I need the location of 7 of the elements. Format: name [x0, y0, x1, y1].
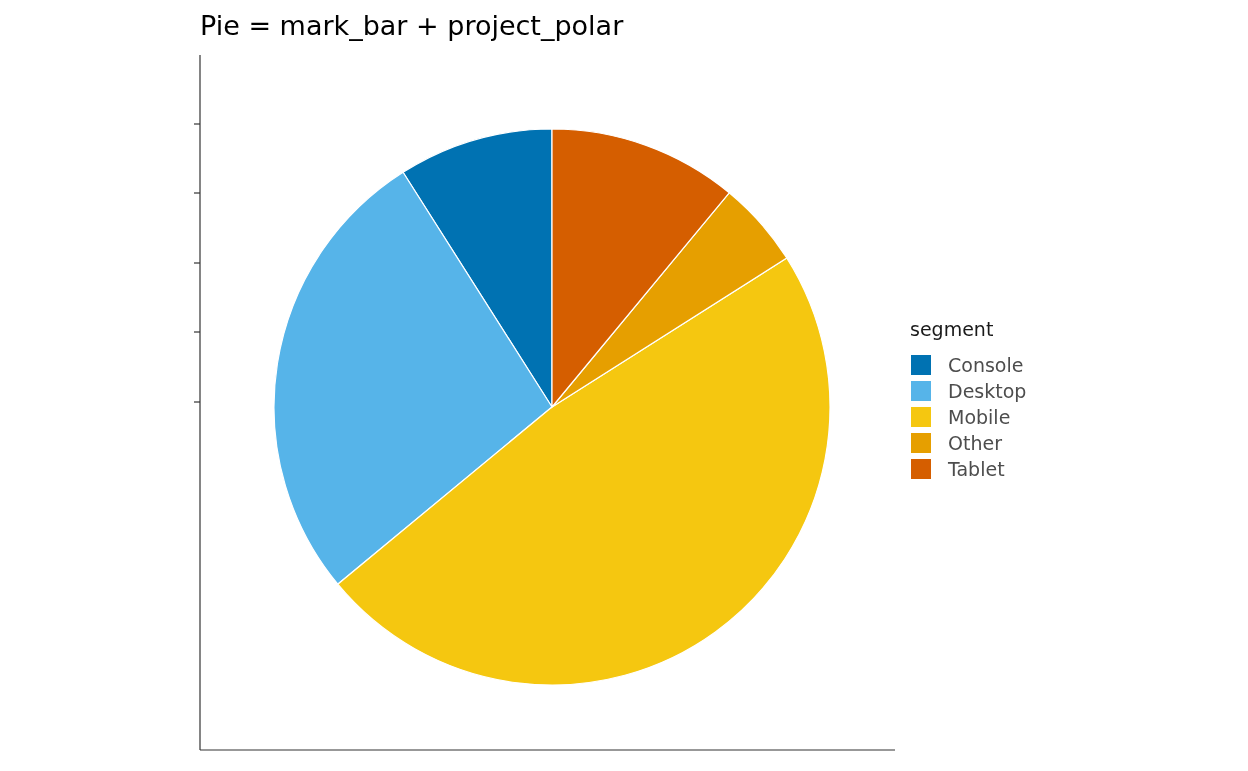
chart-title: Pie = mark_bar + project_polar — [200, 10, 624, 41]
legend-label: Desktop — [948, 380, 1027, 402]
legend-label: Mobile — [948, 406, 1011, 428]
legend-title: segment — [910, 318, 995, 340]
legend-label: Tablet — [948, 458, 1005, 480]
legend-label: Other — [948, 432, 1002, 454]
legend-label: Console — [948, 354, 1024, 376]
